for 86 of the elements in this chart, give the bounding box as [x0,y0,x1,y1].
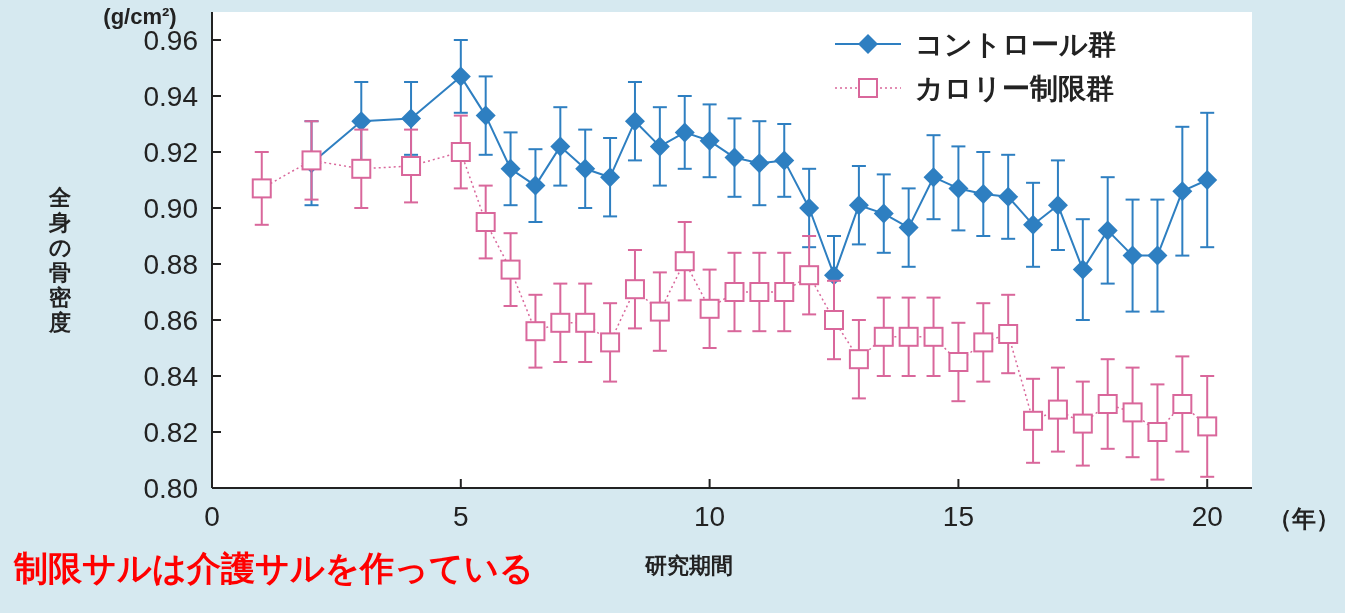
point [774,150,795,171]
point [724,147,745,168]
y-tick-label: 0.90 [143,193,198,224]
x-tick-label: 5 [453,501,469,532]
y-tick-label: 0.92 [143,137,198,168]
point [525,321,546,342]
text: (g/cm²) [103,4,177,29]
point [948,352,969,372]
point [674,251,695,272]
y-axis-title: 全身の骨密度 [48,185,72,335]
text: （年） [1268,505,1340,532]
point [848,349,869,370]
text: 制限サルは介護サルを作っている [13,549,534,587]
point [923,167,944,188]
point [1122,402,1143,423]
point [1197,416,1218,437]
point [699,130,720,151]
point [649,301,670,322]
point [450,142,471,162]
point [1023,410,1044,431]
point [1147,245,1168,266]
point [774,282,795,302]
point [1197,170,1218,190]
point [500,259,521,280]
point [699,298,720,319]
point [525,175,546,196]
x-tick-label: 0 [204,501,220,532]
point [575,312,596,333]
point [1097,220,1118,241]
y-tick-label: 0.86 [143,305,198,336]
point [1047,195,1068,216]
point [749,282,770,302]
point [401,156,422,176]
point [1097,394,1118,414]
point [475,212,496,232]
point [624,111,645,132]
point [948,178,969,199]
point [998,324,1019,344]
y-tick-label: 0.80 [143,473,198,504]
point [848,195,869,216]
point [351,158,372,179]
point [600,332,621,353]
y-tick-label: 0.94 [143,81,198,112]
point [973,332,994,353]
x-tick-label: 10 [694,501,726,532]
point [873,326,894,347]
point [898,326,919,347]
point [575,158,596,179]
x-tick-label: 20 [1191,501,1223,532]
point [1172,181,1193,202]
point [998,186,1019,207]
point [649,136,670,157]
y-tick-label: 0.88 [143,249,198,280]
y-tick-label: 0.84 [143,361,198,392]
point [1047,399,1068,420]
point [873,203,894,224]
point [674,122,695,143]
point [973,184,994,204]
point [1172,394,1193,414]
x-tick-label: 15 [942,501,974,532]
point [1072,259,1093,280]
legend-label: コントロール群 [915,29,1116,60]
point [898,217,919,238]
point [824,310,845,330]
point [600,167,621,188]
point [475,105,496,126]
point [724,282,745,302]
y-tick-label: 0.82 [143,417,198,448]
point [1122,245,1143,266]
point [401,108,422,129]
point [550,136,571,157]
point [550,312,571,333]
legend-label: カロリー制限群 [915,73,1114,104]
point [923,326,944,347]
x-axis-title: 研究期間 [644,553,733,578]
point [624,279,645,300]
point [450,66,471,87]
point [1023,214,1044,235]
point [799,198,820,218]
point [1072,413,1093,434]
point [351,111,372,132]
point [251,178,272,199]
point [749,153,770,174]
point [500,158,521,179]
point [1147,422,1168,442]
point [799,265,820,286]
